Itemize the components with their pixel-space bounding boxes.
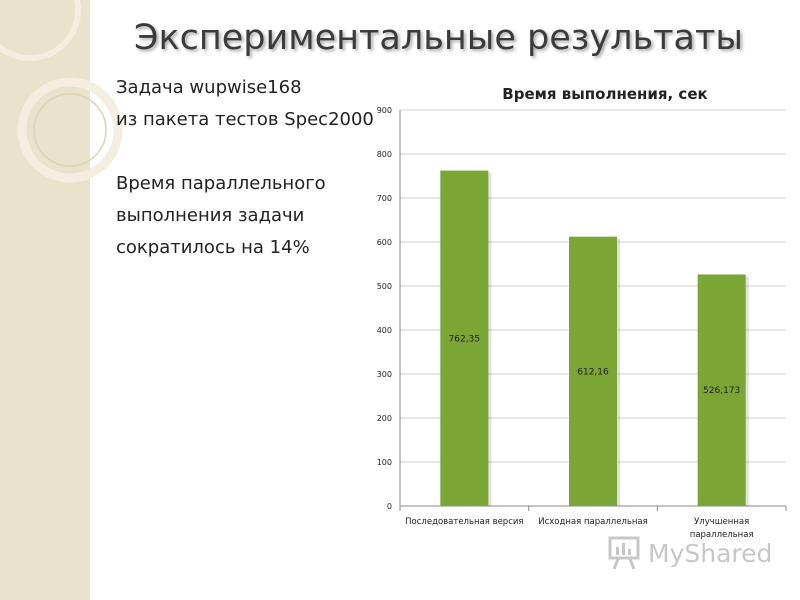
- result-line-3: сократилось на 14%: [116, 237, 310, 258]
- chart-title: Время выполнения, сек: [502, 85, 708, 103]
- y-tick-label: 400: [377, 326, 392, 335]
- data-label: 526,173: [703, 386, 740, 396]
- y-tick-label: 0: [387, 502, 392, 511]
- watermark-text: MyShared: [648, 538, 773, 568]
- bar: [440, 170, 489, 507]
- task-line: Задача wupwise168: [116, 77, 302, 98]
- y-tick-label: 300: [377, 370, 392, 379]
- y-tick-label: 200: [377, 414, 392, 423]
- presentation-board-icon: [608, 536, 640, 570]
- left-decor-band: [0, 0, 90, 600]
- decorative-rings: [0, 0, 123, 183]
- y-tick-label: 500: [377, 282, 392, 291]
- result-line-1: Время параллельного: [116, 173, 326, 194]
- y-tick-label: 700: [377, 194, 392, 203]
- watermark: MyShared: [606, 535, 772, 571]
- bar: [697, 274, 746, 506]
- data-label: 762,35: [449, 334, 481, 344]
- y-tick-label: 900: [377, 106, 392, 115]
- y-tick-label: 100: [377, 458, 392, 467]
- x-category-label: параллельная: [690, 530, 754, 540]
- data-label: 612,16: [577, 367, 609, 377]
- x-category-label: Последовательная версия: [405, 517, 523, 527]
- slide-title: Экспериментальные результаты: [134, 18, 743, 58]
- result-line-2: выполнения задачи: [116, 205, 305, 226]
- bar: [569, 236, 617, 506]
- y-tick-label: 800: [377, 150, 392, 159]
- suite-line: из пакета тестов Spec2000: [116, 109, 374, 130]
- body-text: Задача wupwise168 из пакета тестов Spec2…: [116, 72, 376, 264]
- x-category-label: Исходная параллельная: [538, 517, 648, 527]
- y-tick-label: 600: [377, 238, 392, 247]
- x-category-label: Улучшенная: [694, 517, 749, 527]
